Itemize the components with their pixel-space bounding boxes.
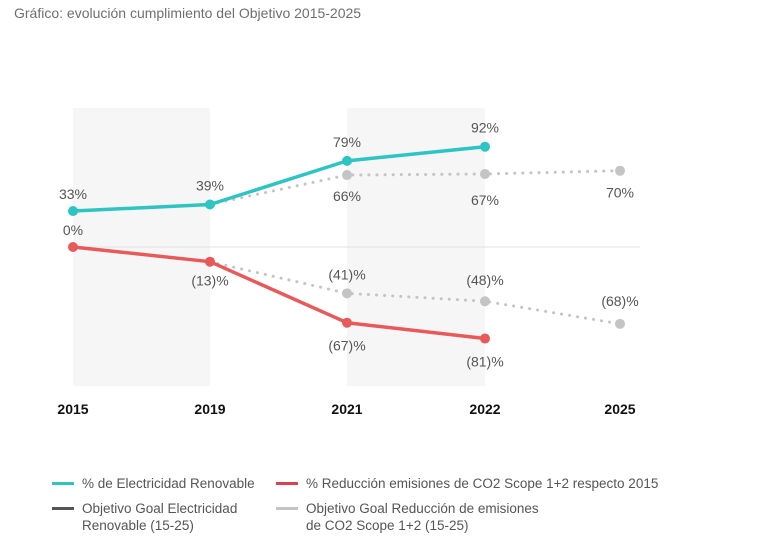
x-tick-label: 2019 [194, 401, 225, 417]
data-point [480, 168, 490, 179]
series-line-2 [208, 169, 622, 206]
data-label: (81)% [466, 354, 503, 370]
x-tick-label: 2022 [469, 401, 500, 417]
data-point [615, 165, 625, 176]
data-label: (68)% [601, 293, 638, 309]
series-line-3 [208, 260, 622, 326]
data-point [480, 333, 490, 344]
data-point [68, 206, 78, 217]
data-point [615, 318, 625, 329]
data-point [68, 242, 78, 252]
data-label: 67% [471, 192, 499, 208]
data-label: (48)% [466, 272, 503, 288]
data-label: 70% [606, 185, 634, 201]
data-label: 39% [196, 177, 224, 193]
data-point [480, 141, 490, 152]
data-point [342, 155, 352, 166]
series-line-0 [72, 144, 486, 213]
data-point [480, 296, 490, 307]
data-point [342, 170, 352, 181]
series-line-1 [72, 245, 486, 341]
data-label: 33% [59, 186, 87, 202]
data-point [342, 288, 352, 299]
x-tick-label: 2025 [604, 401, 635, 417]
chart-title: Gráfico: evolución cumplimiento del Obje… [14, 5, 362, 21]
data-label: (67)% [328, 338, 365, 354]
x-tick-label: 2021 [331, 401, 362, 417]
data-label: (41)% [328, 266, 365, 282]
data-label: 79% [333, 134, 361, 150]
data-label: 66% [333, 188, 361, 204]
data-label: (13)% [191, 273, 228, 289]
data-point [342, 317, 352, 328]
data-point [205, 256, 215, 267]
data-point [205, 199, 215, 210]
data-label: 92% [471, 120, 499, 136]
x-tick-label: 2015 [57, 401, 88, 417]
data-label: 0% [63, 222, 83, 238]
